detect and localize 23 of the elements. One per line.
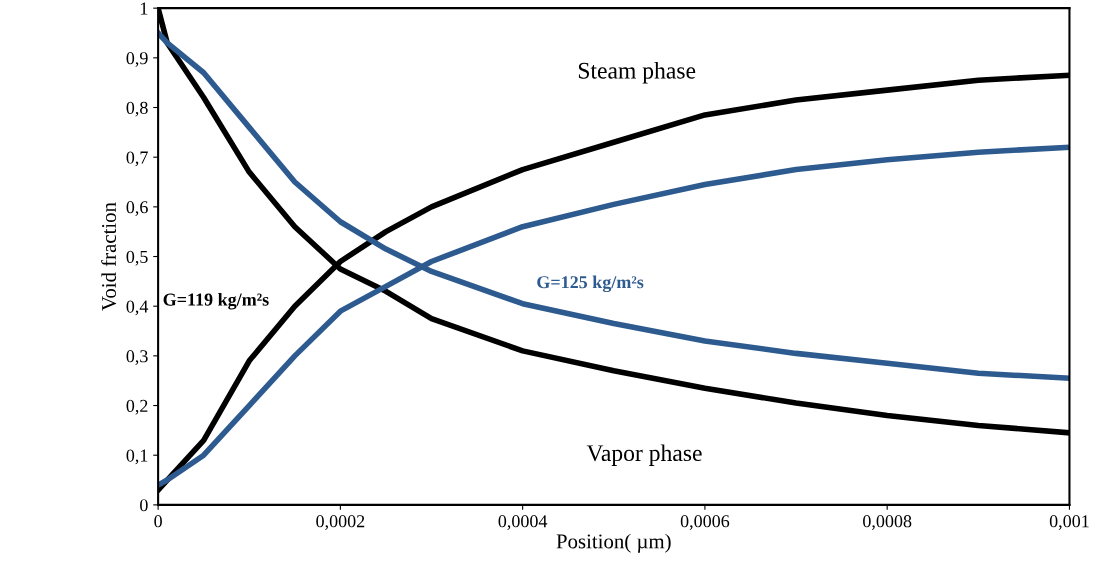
x-tick-label: 0 [154,515,162,528]
x-tick-label: 0,0008 [863,515,912,530]
x-tick-label: 0,001 [1049,515,1089,530]
annotation: Vapor phase [586,444,702,466]
y-tick-label: 0,6 [126,201,148,216]
y-tick-label: 1 [140,2,148,15]
y-tick-label: 0,5 [126,250,148,266]
x-axis-title: Position( µm) [556,533,671,553]
y-tick-label: 0,7 [126,151,148,167]
x-tick-label: 0,0002 [316,515,365,530]
y-tick-label: 0,4 [126,300,149,316]
y-tick-label: 0,3 [126,350,148,365]
y-tick-label: 0,2 [126,399,148,415]
x-tick-label: 0,0006 [680,515,730,530]
y-tick-label: 0,1 [126,449,148,465]
annotation: G=119 kg/m²s [163,292,269,310]
y-tick-label: 0,9 [126,52,148,67]
y-tick-label: 0,8 [126,101,148,117]
y-axis-title: Void fraction [101,202,117,311]
annotation: G=125 kg/m²s [537,275,644,293]
y-tick-label: 0 [140,499,148,512]
annotation: Steam phase [578,62,696,84]
x-tick-label: 0,0004 [498,515,548,530]
